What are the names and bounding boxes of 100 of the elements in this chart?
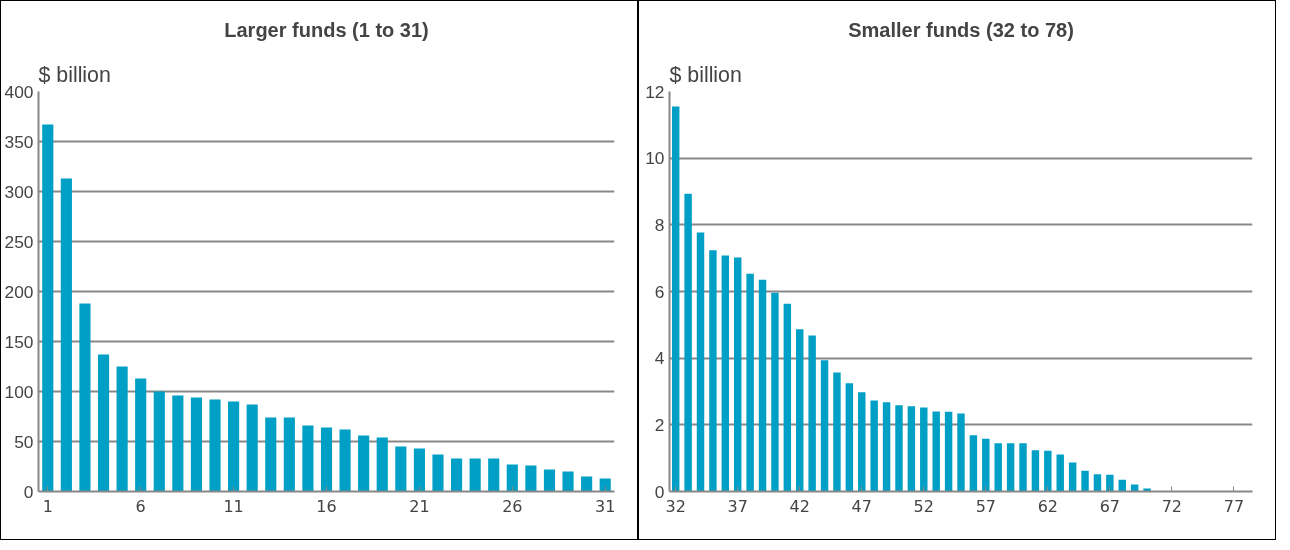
bar <box>60 178 72 492</box>
bar <box>1019 443 1027 492</box>
bar <box>562 471 574 492</box>
bar <box>302 425 314 492</box>
y-tick-label: 250 <box>4 231 34 252</box>
x-tick-label: 1 <box>42 496 53 516</box>
bar <box>525 465 537 492</box>
y-tick-label: 2 <box>654 414 665 435</box>
bar <box>209 399 221 492</box>
bar <box>376 437 388 492</box>
chart-title: Smaller funds (32 to 78) <box>848 18 1074 41</box>
bar <box>42 124 54 492</box>
bar <box>808 335 816 492</box>
y-tick-label: 0 <box>23 481 34 502</box>
bar <box>1068 462 1077 492</box>
bar <box>721 255 730 492</box>
bar <box>432 454 444 492</box>
x-tick-label: 67 <box>1099 496 1121 516</box>
bar <box>358 435 370 492</box>
x-tick-label: 72 <box>1161 496 1183 516</box>
x-tick-label: 57 <box>975 496 996 516</box>
bar <box>734 257 742 492</box>
bar <box>488 458 500 492</box>
bar <box>135 378 147 492</box>
y-tick-label: 12 <box>645 81 665 102</box>
bar <box>1106 474 1114 492</box>
bar <box>833 372 841 492</box>
bar <box>97 354 110 492</box>
bar <box>413 448 425 492</box>
bar <box>671 106 680 492</box>
x-tick-label: 31 <box>595 496 616 516</box>
y-tick-label: 350 <box>4 131 34 152</box>
bar <box>982 438 990 492</box>
x-tick-label: 16 <box>316 496 337 516</box>
y-tick-label: 0 <box>654 481 665 502</box>
y-tick-label: 4 <box>654 348 665 369</box>
bar <box>283 417 295 492</box>
x-tick-label: 32 <box>665 496 686 516</box>
chart-title: Larger funds (1 to 31) <box>224 18 429 41</box>
bar <box>920 407 928 492</box>
bar <box>870 400 878 492</box>
bar <box>265 417 277 492</box>
bar <box>783 303 792 492</box>
bar <box>820 360 829 492</box>
bar <box>79 303 91 492</box>
y-tick-label: 100 <box>4 381 34 402</box>
bar <box>684 193 692 492</box>
x-tick-label: 77 <box>1223 496 1245 516</box>
y-tick-label: 50 <box>14 431 34 452</box>
y-tick-label: 150 <box>4 331 34 352</box>
x-tick-label: 6 <box>135 496 146 516</box>
x-tick-label: 42 <box>789 496 810 516</box>
x-tick-label: 11 <box>223 496 244 516</box>
y-tick-label: 200 <box>4 281 34 302</box>
bar <box>1044 450 1052 492</box>
bar <box>1056 454 1064 492</box>
bar <box>320 427 333 492</box>
y-axis-title: $ billion <box>38 62 111 87</box>
bar <box>339 429 351 492</box>
bar <box>771 292 779 492</box>
bar <box>957 413 965 492</box>
bar <box>246 404 258 492</box>
bar <box>469 458 481 492</box>
bar <box>709 250 717 492</box>
y-tick-label: 300 <box>4 181 34 202</box>
x-tick-label: 37 <box>727 496 748 516</box>
bar <box>395 446 407 492</box>
bar <box>1031 450 1040 492</box>
bar <box>450 458 463 492</box>
bar <box>758 279 767 492</box>
bar <box>506 464 518 492</box>
bar <box>581 476 593 492</box>
bar <box>1081 470 1089 492</box>
bar <box>932 411 940 492</box>
y-axis-title: $ billion <box>669 62 742 87</box>
bar <box>228 401 240 492</box>
bar <box>845 383 854 492</box>
y-tick-label: 10 <box>645 148 665 169</box>
y-tick-label: 6 <box>654 281 665 302</box>
bar <box>994 443 1002 492</box>
bar <box>190 397 203 492</box>
bar <box>895 405 903 492</box>
x-tick-label: 52 <box>913 496 934 516</box>
x-tick-label: 21 <box>409 496 430 516</box>
x-tick-label: 47 <box>851 496 872 516</box>
bar <box>1006 443 1015 492</box>
bar <box>969 435 978 492</box>
bar <box>153 391 165 492</box>
y-tick-label: 8 <box>654 214 665 235</box>
bar <box>543 469 556 492</box>
bar <box>944 411 953 492</box>
bar <box>907 406 916 492</box>
bar <box>172 395 184 492</box>
y-tick-label: 400 <box>4 81 34 102</box>
x-tick-label: 26 <box>502 496 523 516</box>
bar <box>116 366 128 492</box>
bar <box>858 392 866 492</box>
bar <box>882 402 891 492</box>
bar <box>696 232 705 492</box>
bar <box>796 329 804 492</box>
